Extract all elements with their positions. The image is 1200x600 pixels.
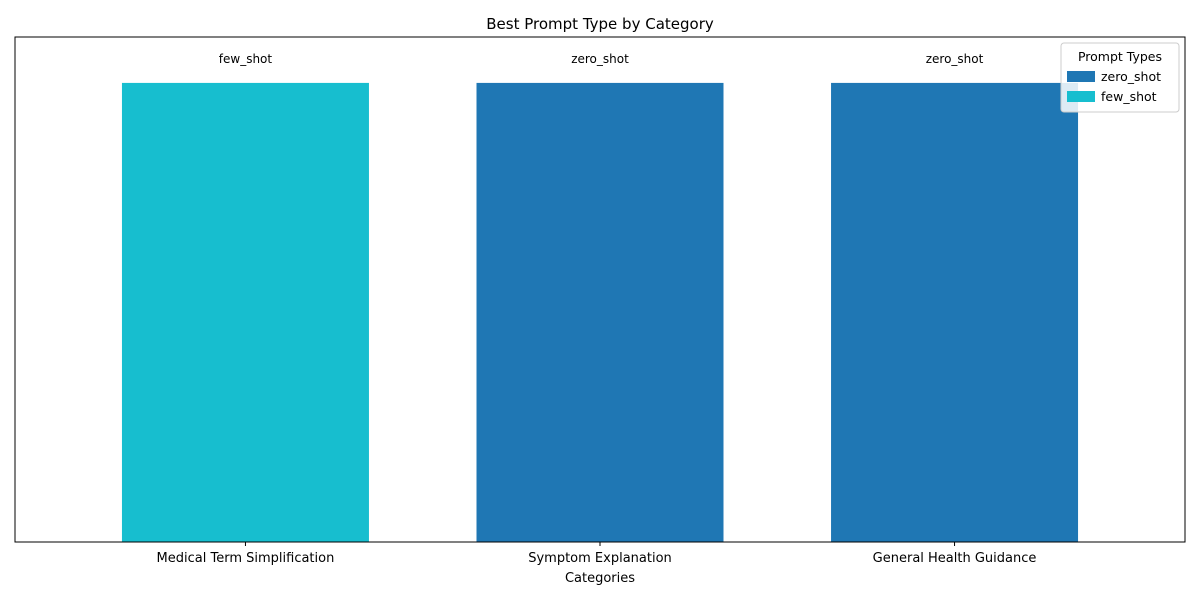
legend: Prompt Types zero_shot few_shot — [1060, 42, 1180, 113]
x-tick-label: Symptom Explanation — [528, 551, 672, 566]
x-tick-label: General Health Guidance — [873, 551, 1037, 566]
bar — [831, 82, 1079, 542]
x-axis-label: Categories — [565, 571, 635, 586]
x-tick-label: Medical Term Simplification — [157, 551, 335, 566]
legend-label: few_shot — [1101, 89, 1157, 104]
bar-data-label: zero_shot — [571, 52, 629, 66]
chart-title: Best Prompt Type by Category — [486, 15, 714, 33]
bar — [476, 82, 724, 542]
bar-data-label: few_shot — [219, 52, 273, 66]
plot-frame — [14, 36, 1186, 543]
plot-area: few_shot Medical Term Simplification zero_… — [121, 52, 1079, 566]
legend-label: zero_shot — [1101, 69, 1161, 84]
bar — [121, 82, 369, 542]
legend-swatch — [1067, 71, 1095, 82]
bar-data-label: zero_shot — [926, 52, 984, 66]
legend-swatch — [1067, 91, 1095, 102]
legend-title: Prompt Types — [1078, 49, 1162, 64]
